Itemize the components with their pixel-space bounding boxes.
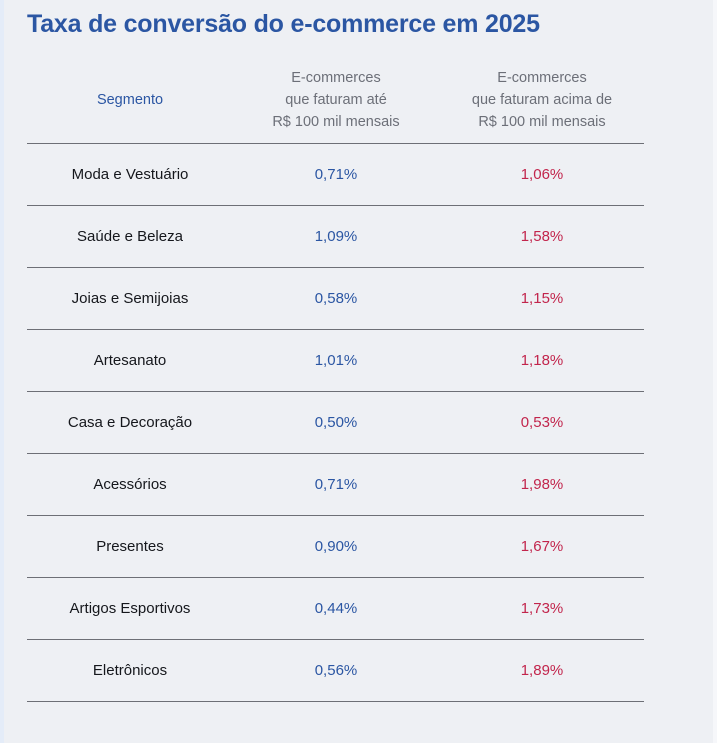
table-row: Acessórios 0,71% 1,98% — [27, 454, 644, 516]
table-row: Joias e Semijoias 0,58% 1,15% — [27, 268, 644, 330]
table-row: Artesanato 1,01% 1,18% — [27, 330, 644, 392]
over-100k-value: 1,89% — [520, 662, 564, 679]
table-row: Eletrônicos 0,56% 1,89% — [27, 640, 644, 702]
under-100k-value: 1,01% — [314, 352, 358, 369]
header-over-100k: E-commerces que faturam acima de R$ 100 … — [439, 66, 645, 134]
segment-cell: Artesanato — [93, 352, 167, 369]
under-100k-value: 0,58% — [314, 290, 358, 307]
under-100k-value: 0,90% — [314, 538, 358, 555]
right-edge-strip — [713, 0, 717, 743]
over-100k-value: 0,53% — [520, 414, 564, 431]
table-row: Saúde e Beleza 1,09% 1,58% — [27, 206, 644, 268]
table-body: Moda e Vestuário 0,71% 1,06% Saúde e Beleza… — [27, 144, 644, 702]
over-100k-value: 1,98% — [520, 476, 564, 493]
table-header: Segmento E-commerces que faturam até R$ … — [27, 66, 644, 144]
header-under-100k: E-commerces que faturam até R$ 100 mil m… — [233, 66, 439, 134]
header-segment-label: Segmento — [96, 92, 164, 108]
under-100k-value: 0,71% — [314, 476, 358, 493]
over-100k-value: 1,73% — [520, 600, 564, 617]
under-100k-value: 0,50% — [314, 414, 358, 431]
table-row: Presentes 0,90% 1,67% — [27, 516, 644, 578]
left-edge-strip — [0, 0, 4, 743]
segment-cell: Saúde e Beleza — [77, 228, 183, 245]
over-100k-value: 1,58% — [520, 228, 564, 245]
table-row: Moda e Vestuário 0,71% 1,06% — [27, 144, 644, 206]
segment-cell: Casa e Decoração — [67, 414, 193, 431]
over-100k-value: 1,15% — [520, 290, 564, 307]
under-100k-value: 0,56% — [314, 662, 358, 679]
over-100k-value: 1,06% — [520, 166, 564, 183]
segment-cell: Acessórios — [93, 476, 167, 493]
header-over-100k-label: E-commerces que faturam acima de R$ 100 … — [471, 70, 613, 130]
segment-cell: Presentes — [96, 538, 164, 555]
segment-cell: Moda e Vestuário — [71, 166, 189, 183]
under-100k-value: 0,44% — [314, 600, 358, 617]
header-segment: Segmento — [27, 66, 233, 134]
segment-cell: Eletrônicos — [92, 662, 168, 679]
segment-cell: Joias e Semijoias — [71, 290, 189, 307]
over-100k-value: 1,67% — [520, 538, 564, 555]
conversion-table: Segmento E-commerces que faturam até R$ … — [27, 66, 644, 702]
table-row: Artigos Esportivos 0,44% 1,73% — [27, 578, 644, 640]
under-100k-value: 0,71% — [314, 166, 358, 183]
segment-cell: Artigos Esportivos — [69, 600, 191, 617]
chart-title: Taxa de conversão do e-commerce em 2025 — [27, 10, 540, 38]
under-100k-value: 1,09% — [314, 228, 358, 245]
header-under-100k-label: E-commerces que faturam até R$ 100 mil m… — [272, 70, 400, 130]
table-row: Casa e Decoração 0,50% 0,53% — [27, 392, 644, 454]
over-100k-value: 1,18% — [520, 352, 564, 369]
